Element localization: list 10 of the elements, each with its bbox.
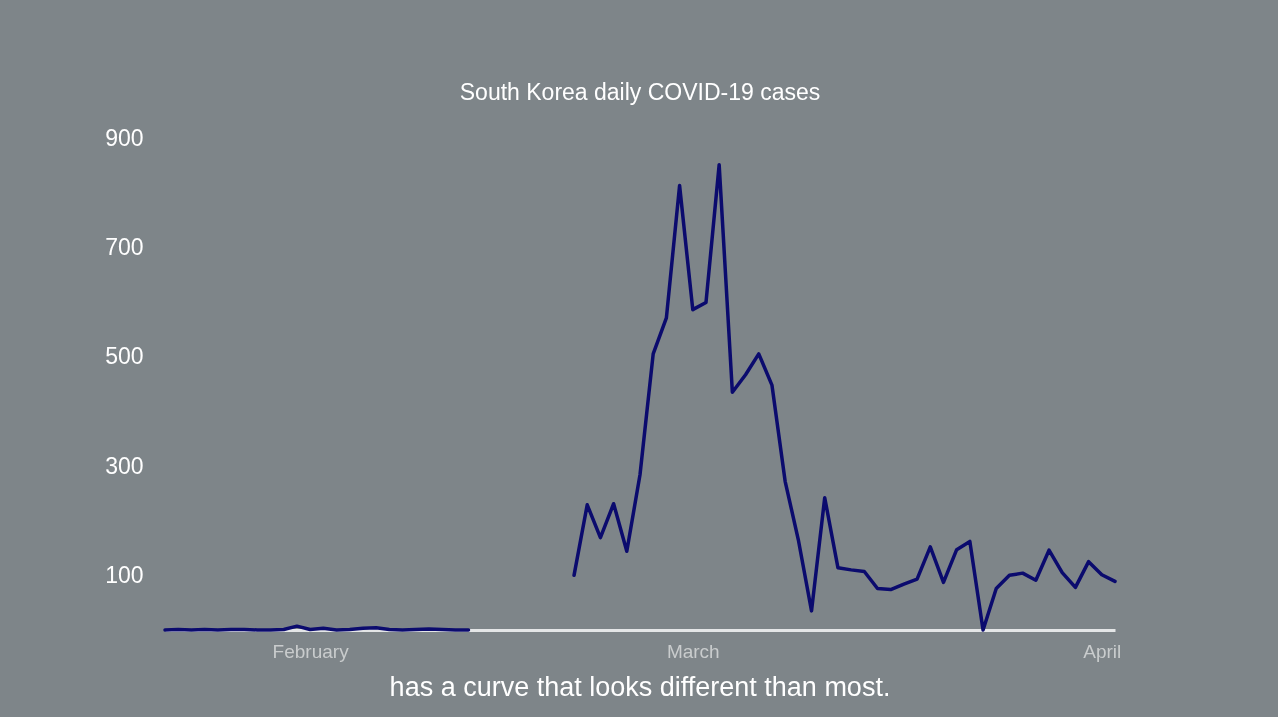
chart-title: South Korea daily COVID-19 cases (459, 79, 821, 105)
x-tick-label: March (666, 640, 720, 662)
y-tick-label: 300 (105, 452, 144, 479)
text: has a curve that looks different than most. (389, 672, 891, 702)
y-tick-label: 100 (105, 561, 144, 588)
y-tick-label: 500 (105, 343, 144, 370)
y-tick-label: 700 (105, 233, 144, 260)
x-tick-label: April (1083, 640, 1122, 662)
y-tick-label: 900 (105, 124, 144, 151)
x-tick-label: February (272, 640, 350, 662)
